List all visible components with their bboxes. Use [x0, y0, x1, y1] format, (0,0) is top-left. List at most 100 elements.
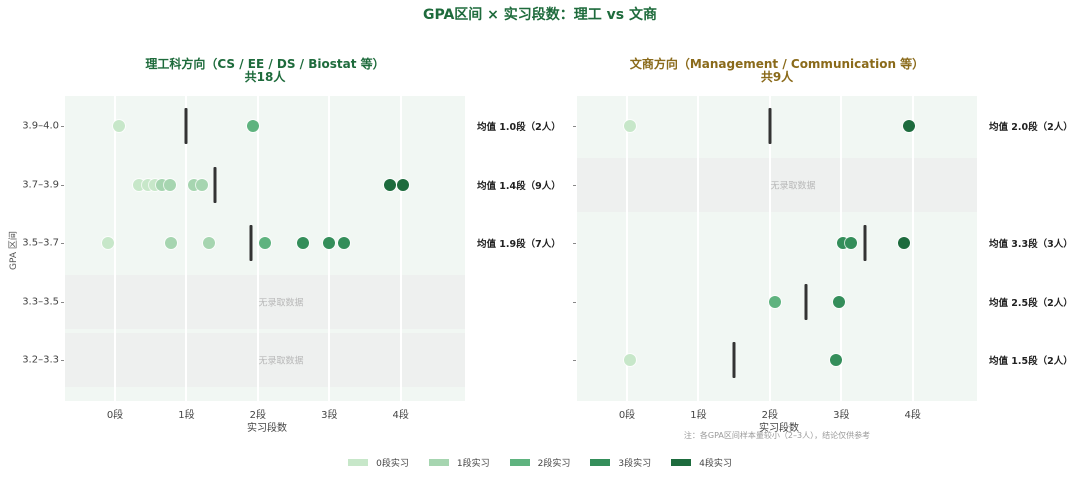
- x-tick-label: 2段: [761, 410, 779, 421]
- mean-annotation: 均值 3.3段（3人）: [989, 239, 1073, 250]
- legend-label: 3段实习: [618, 459, 652, 469]
- legend-item[interactable]: 2段实习: [509, 456, 571, 469]
- panel-subtitle: 共9人: [760, 70, 794, 84]
- grid-line: [697, 96, 700, 401]
- x-tick-label: 3段: [321, 410, 338, 421]
- y-tick-mark: [573, 185, 576, 186]
- legend: 0段实习 1段实习 2段实习 3段实习 4段实习: [0, 456, 1080, 469]
- panel-subtitle: 共18人: [244, 70, 286, 84]
- data-point[interactable]: [246, 120, 259, 132]
- y-axis-label: GPA 区间: [9, 231, 19, 270]
- mean-marker: [804, 284, 808, 320]
- mean-marker: [863, 225, 867, 261]
- grid-line: [114, 96, 116, 401]
- data-point[interactable]: [623, 354, 636, 366]
- x-axis-label: 实习段数: [247, 423, 287, 434]
- grid-line: [256, 96, 259, 401]
- x-tick-label: 0段: [618, 410, 636, 421]
- data-point[interactable]: [338, 237, 351, 249]
- mean-annotation: 均值 2.0段（2人）: [989, 122, 1073, 133]
- y-tick-label: 3.9–4.0: [22, 120, 59, 132]
- grid-line: [911, 96, 914, 401]
- y-tick-mark: [573, 243, 576, 244]
- x-tick-label: 3段: [833, 410, 850, 421]
- data-point[interactable]: [845, 237, 858, 249]
- mean-annotation: 均值 2.5段（2人）: [989, 298, 1073, 309]
- mean-marker: [732, 342, 736, 378]
- data-point[interactable]: [296, 237, 309, 249]
- footnote: 注：各GPA区间样本量较小（2–3人），结论仅供参考: [683, 431, 871, 440]
- data-point[interactable]: [164, 179, 176, 191]
- mean-annotation: 均值 1.9段（7人）: [477, 239, 561, 250]
- x-tick-label: 4段: [392, 410, 409, 421]
- y-tick-mark: [61, 243, 64, 244]
- y-tick-label: 3.2–3.3: [22, 354, 59, 366]
- y-tick-label: 3.5–3.7: [22, 237, 59, 249]
- grid-line: [185, 96, 188, 401]
- y-tick-mark: [61, 302, 64, 303]
- legend-swatch: [428, 459, 449, 466]
- legend-item[interactable]: 1段实习: [428, 456, 490, 469]
- legend-swatch: [348, 459, 369, 466]
- data-point[interactable]: [259, 237, 271, 249]
- data-point[interactable]: [196, 179, 209, 191]
- data-point[interactable]: [384, 179, 396, 191]
- x-tick-label: 1段: [690, 410, 707, 421]
- mean-marker: [213, 167, 217, 203]
- x-axis-label: 实习段数: [759, 423, 799, 434]
- legend-swatch: [590, 459, 611, 466]
- legend-label: 0段实习: [376, 459, 409, 469]
- data-point[interactable]: [101, 237, 114, 249]
- no-data-label: 无录取数据: [258, 298, 304, 309]
- no-data-band: [65, 333, 465, 387]
- y-tick-mark: [61, 360, 64, 361]
- data-point[interactable]: [898, 237, 911, 249]
- no-data-band: [577, 158, 977, 212]
- legend-label: 2段实习: [537, 459, 571, 469]
- plot-area: 无录取数据: [577, 96, 977, 401]
- grid-line: [626, 96, 628, 401]
- grid-line: [768, 96, 771, 401]
- y-tick-mark: [61, 126, 64, 127]
- y-tick-label: 3.3–3.5: [22, 296, 59, 308]
- legend-label: 4段实习: [699, 459, 732, 469]
- legend-item[interactable]: 4段实习: [671, 456, 732, 469]
- data-point[interactable]: [903, 120, 916, 132]
- data-point[interactable]: [396, 179, 409, 191]
- no-data-label: 无录取数据: [258, 356, 304, 367]
- y-tick-mark: [61, 185, 64, 186]
- mean-annotation: 均值 1.0段（2人）: [477, 122, 561, 133]
- data-point[interactable]: [833, 296, 846, 308]
- x-tick-label: 4段: [904, 410, 921, 421]
- data-point[interactable]: [164, 237, 177, 249]
- x-tick-label: 1段: [178, 410, 195, 421]
- mean-marker: [184, 108, 188, 144]
- y-tick-label: 3.7–3.9: [22, 179, 59, 191]
- data-point[interactable]: [768, 296, 781, 308]
- chart-suptitle: GPA区间 × 实习段数：理工 vs 文商: [423, 7, 657, 23]
- no-data-label: 无录取数据: [770, 181, 816, 192]
- legend-label: 1段实习: [456, 459, 490, 469]
- plot-area: 无录取数据 无录取数据: [65, 96, 465, 401]
- grid-line: [399, 96, 402, 401]
- x-tick-label: 0段: [106, 410, 124, 421]
- data-point[interactable]: [323, 237, 336, 249]
- y-tick-mark: [573, 360, 576, 361]
- y-tick-mark: [573, 126, 576, 127]
- legend-swatch: [509, 459, 530, 466]
- data-point[interactable]: [829, 354, 842, 366]
- no-data-band: [65, 275, 465, 329]
- panel-title: 理工科方向（CS / EE / DS / Biostat 等）: [145, 57, 385, 71]
- panel-title: 文商方向（Management / Communication 等）: [629, 57, 925, 71]
- mean-marker: [249, 225, 253, 261]
- x-tick-label: 2段: [249, 410, 267, 421]
- mean-annotation: 均值 1.5段（2人）: [989, 356, 1073, 367]
- data-point[interactable]: [112, 120, 125, 132]
- y-tick-mark: [573, 302, 576, 303]
- data-point[interactable]: [203, 237, 216, 249]
- legend-item[interactable]: 3段实习: [590, 456, 651, 469]
- mean-marker: [768, 108, 772, 144]
- legend-item[interactable]: 0段实习: [348, 456, 409, 469]
- legend-swatch: [671, 459, 692, 466]
- data-point[interactable]: [623, 120, 636, 132]
